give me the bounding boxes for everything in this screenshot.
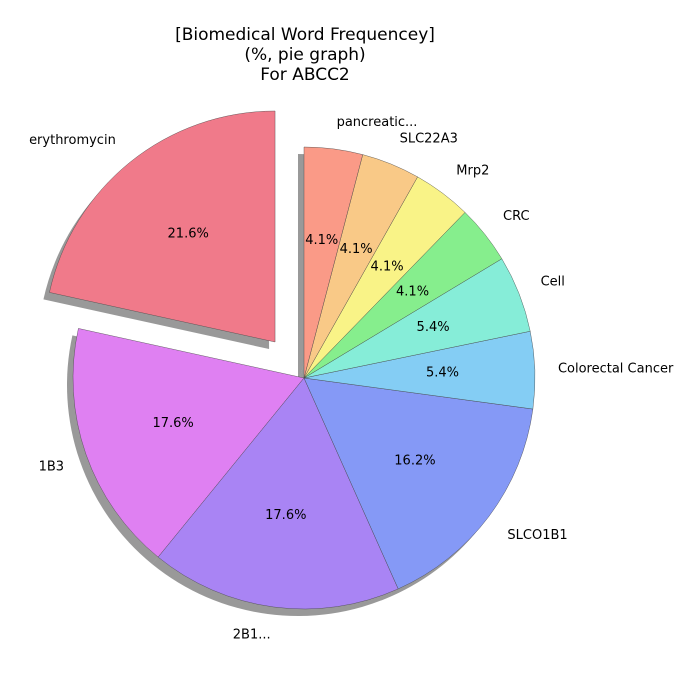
category-label-colorectal-cancer: Colorectal Cancer [558, 362, 674, 377]
pie-slice-slco1b1 [303, 377, 534, 590]
pie-slice-1b3 [72, 328, 305, 558]
chart-title-line-2: (%, pie graph) [244, 45, 365, 65]
pie-label-layer: erythromycin 21.6% 1B3 17.6% 2B1... 17.6% SLCO… [29, 115, 674, 643]
pie-slice-layer [49, 110, 536, 610]
percent-label-2b1: 17.6% [265, 508, 306, 523]
category-label-mrp2: Mrp2 [456, 164, 489, 179]
category-label-pancreatic: pancreatic... [337, 115, 418, 130]
percent-label-pancreatic: 4.1% [305, 233, 338, 248]
percent-label-colorectal-cancer: 5.4% [426, 366, 459, 381]
category-label-1b3: 1B3 [39, 459, 64, 474]
chart-title-line-3: For ABCC2 [260, 65, 350, 85]
chart-title: [Biomedical Word Frequencey] (%, pie gra… [175, 25, 435, 85]
percent-label-crc: 4.1% [396, 284, 429, 299]
category-label-crc: CRC [503, 209, 530, 224]
percent-label-erythromycin: 21.6% [168, 226, 209, 241]
percent-label-1b3: 17.6% [152, 416, 193, 431]
percent-label-slc22a3: 4.1% [340, 242, 373, 257]
category-label-erythromycin: erythromycin [29, 133, 116, 148]
category-label-2b1: 2B1... [233, 628, 271, 643]
pie-slice-pancreatic [303, 146, 363, 379]
percent-label-cell: 5.4% [417, 320, 450, 335]
category-label-slc22a3: SLC22A3 [400, 132, 458, 147]
pie-slice-erythromycin [49, 110, 276, 343]
chart-title-line-1: [Biomedical Word Frequencey] [175, 25, 435, 45]
percent-label-mrp2: 4.1% [371, 260, 404, 275]
percent-label-slco1b1: 16.2% [394, 454, 435, 469]
category-label-slco1b1: SLCO1B1 [507, 528, 567, 543]
pie-slice-2b1 [157, 377, 399, 610]
category-label-cell: Cell [541, 274, 565, 289]
